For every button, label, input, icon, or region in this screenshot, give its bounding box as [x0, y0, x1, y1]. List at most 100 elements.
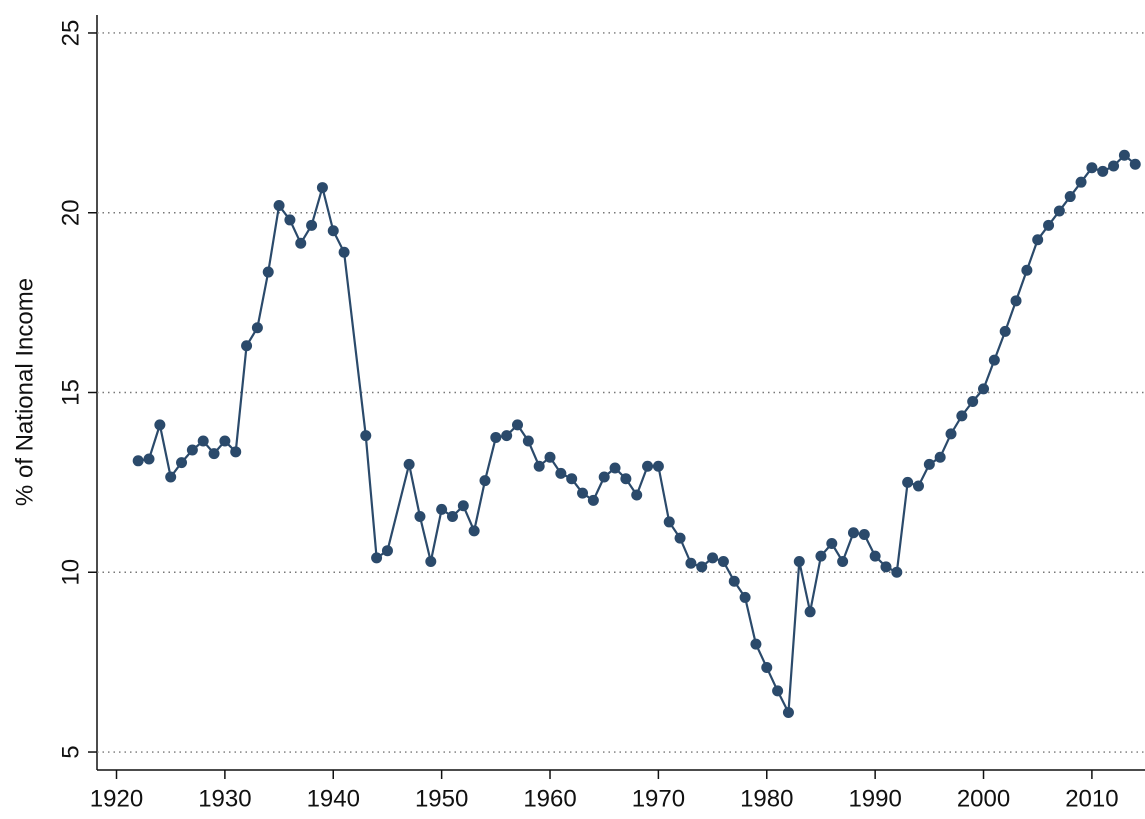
- data-point: [772, 685, 784, 697]
- data-point: [847, 527, 859, 539]
- data-point: [403, 458, 415, 470]
- data-point: [241, 340, 253, 352]
- data-point: [230, 446, 242, 458]
- y-tick-label: 15: [57, 379, 84, 406]
- data-point: [295, 237, 307, 249]
- data-point: [316, 182, 328, 194]
- data-point: [598, 471, 610, 483]
- data-point: [620, 473, 632, 485]
- data-point: [436, 503, 448, 515]
- data-point: [208, 448, 220, 460]
- x-tick-label: 1940: [307, 785, 360, 812]
- data-point: [165, 471, 177, 483]
- data-point: [869, 550, 881, 562]
- data-point: [1129, 158, 1141, 170]
- data-point: [988, 354, 1000, 366]
- data-point: [696, 561, 708, 573]
- data-point: [739, 591, 751, 603]
- data-point: [1075, 176, 1087, 188]
- data-point: [414, 511, 426, 523]
- data-point: [446, 511, 458, 523]
- data-point: [837, 555, 849, 567]
- data-point: [858, 529, 870, 541]
- data-point: [154, 419, 166, 431]
- data-point: [642, 460, 654, 472]
- x-tick-label: 2010: [1065, 785, 1118, 812]
- data-point: [360, 430, 372, 442]
- data-point: [880, 561, 892, 573]
- data-point: [674, 532, 686, 544]
- data-point: [381, 545, 393, 557]
- data-point: [1108, 160, 1120, 172]
- data-point: [923, 458, 935, 470]
- data-point: [338, 246, 350, 258]
- data-point: [468, 525, 480, 537]
- x-tick-label: 1920: [90, 785, 143, 812]
- data-point: [793, 555, 805, 567]
- data-point: [663, 516, 675, 528]
- data-point: [566, 473, 578, 485]
- data-point: [425, 555, 437, 567]
- data-point: [587, 494, 599, 506]
- y-axis-label: % of National Income: [11, 278, 38, 506]
- data-point: [685, 557, 697, 569]
- data-point: [1021, 264, 1033, 276]
- data-point: [132, 455, 144, 467]
- x-tick-label: 2000: [957, 785, 1010, 812]
- data-point: [804, 606, 816, 618]
- data-point: [197, 435, 209, 447]
- x-tick-label: 1930: [198, 785, 251, 812]
- data-point: [251, 322, 263, 334]
- data-point: [1010, 295, 1022, 307]
- data-point: [902, 476, 914, 488]
- data-point: [262, 266, 274, 278]
- data-point: [176, 457, 188, 469]
- data-point: [999, 325, 1011, 337]
- data-point: [273, 200, 285, 212]
- x-tick-label: 1950: [415, 785, 468, 812]
- data-point: [1032, 234, 1044, 246]
- y-tick-label: 5: [57, 745, 84, 758]
- y-tick-label: 10: [57, 559, 84, 586]
- x-tick-label: 1980: [740, 785, 793, 812]
- data-point: [934, 451, 946, 463]
- data-point: [522, 435, 534, 447]
- data-point: [728, 575, 740, 587]
- data-point: [577, 487, 589, 499]
- data-point: [1053, 205, 1065, 217]
- data-line: [138, 153, 1136, 717]
- data-point: [891, 566, 903, 578]
- data-point: [1118, 149, 1130, 161]
- data-point: [143, 453, 155, 465]
- data-point: [186, 444, 198, 456]
- data-point: [1064, 191, 1076, 203]
- data-point: [219, 435, 231, 447]
- data-point: [750, 638, 762, 650]
- data-point: [457, 500, 469, 512]
- data-point: [707, 552, 719, 564]
- data-point: [306, 219, 318, 231]
- x-tick-label: 1970: [632, 785, 685, 812]
- data-point: [631, 489, 643, 501]
- data-point: [956, 410, 968, 422]
- y-tick-label: 20: [57, 199, 84, 226]
- data-point: [652, 460, 664, 472]
- x-tick-label: 1990: [848, 785, 901, 812]
- data-point: [1043, 219, 1055, 231]
- x-tick-label: 1960: [523, 785, 576, 812]
- data-point: [815, 550, 827, 562]
- data-point: [1086, 162, 1098, 174]
- data-point: [479, 475, 491, 487]
- data-point: [284, 214, 296, 226]
- data-point: [912, 480, 924, 492]
- data-point: [512, 419, 524, 431]
- data-point: [533, 460, 545, 472]
- y-tick-label: 25: [57, 20, 84, 47]
- data-point: [544, 451, 556, 463]
- data-point: [782, 706, 794, 718]
- data-point: [978, 383, 990, 395]
- data-point: [945, 428, 957, 440]
- data-point: [1097, 165, 1109, 177]
- data-point: [490, 431, 502, 443]
